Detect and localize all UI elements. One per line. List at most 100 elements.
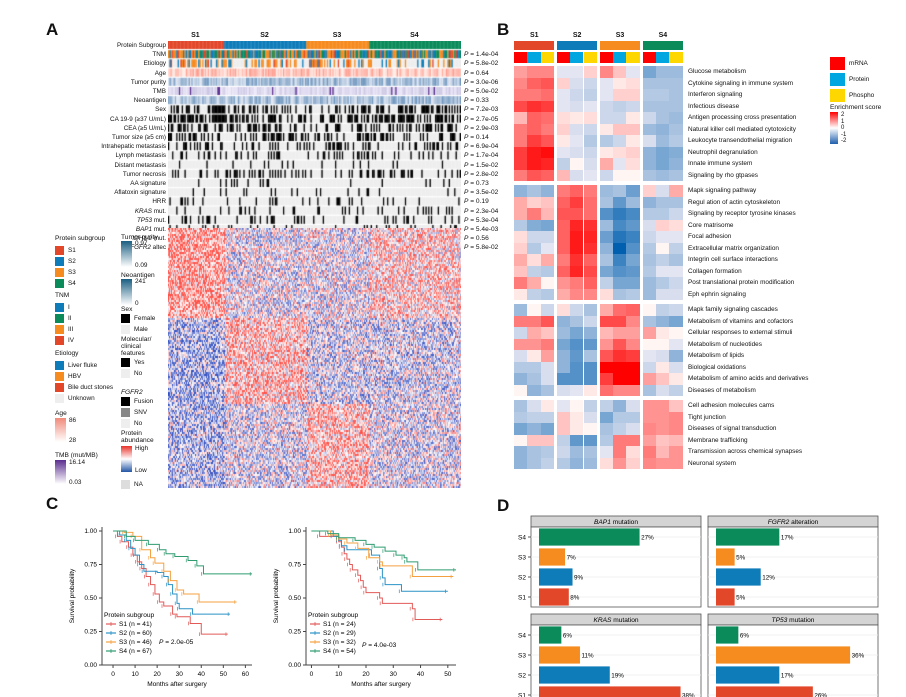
heatmap-cell (527, 208, 541, 220)
pathway-label: Mapk signaling pathway (688, 187, 757, 194)
heatmap-cell (540, 158, 554, 170)
group-bar-s4 (642, 41, 683, 50)
heatmap-cell (527, 100, 541, 112)
heatmap-cell (613, 112, 627, 124)
heatmap-cell (599, 112, 614, 124)
heatmap-cell (514, 327, 528, 339)
bar-s1 (716, 588, 735, 606)
color-swatch (55, 325, 64, 334)
y-tick-label: 0.00 (288, 662, 301, 669)
heatmap-cell (613, 277, 627, 289)
bar-value-label: 19% (611, 672, 624, 679)
heatmap-cell (656, 158, 670, 170)
heatmap-cell (642, 146, 656, 158)
heatmap-cell (613, 242, 627, 254)
color-swatch (55, 279, 64, 288)
heatmap-cell (556, 77, 571, 89)
omics-bar (599, 52, 614, 63)
heatmap-cell (669, 277, 683, 289)
km-legend-title: Protein subgroup (104, 612, 155, 619)
heatmap-cell (613, 265, 627, 277)
group-bar-s3 (599, 41, 640, 50)
heatmap-cell (642, 196, 656, 208)
heatmap-cell (626, 242, 640, 254)
heatmap-cell (669, 146, 683, 158)
track-pvalue: P = 5.3e-04 (464, 216, 499, 224)
heatmap-cell (540, 77, 554, 89)
heatmap-cell (599, 66, 614, 78)
heatmap-cell (540, 361, 554, 373)
heatmap-cell (656, 231, 670, 243)
heatmap-cell (570, 446, 584, 458)
heatmap-cell (514, 231, 528, 243)
x-tick-label: 10 (131, 671, 139, 678)
pathway-label: Innate immune system (688, 160, 753, 167)
heatmap-cell (540, 146, 554, 158)
heatmap-cell (642, 135, 656, 147)
heatmap-cell (669, 315, 683, 327)
heatmap-cell (656, 254, 670, 266)
abundance-high: High (135, 445, 149, 452)
heatmap-cell (514, 77, 528, 89)
heatmap-cell (656, 434, 670, 446)
heatmap-cell (514, 66, 528, 78)
heatmap-cell (613, 123, 627, 135)
y-tick-label: 0.50 (84, 595, 97, 602)
legend-title: Protein subgroup (55, 235, 106, 242)
heatmap-cell (642, 457, 656, 469)
heatmap-cell (669, 350, 683, 362)
heatmap-cell (642, 100, 656, 112)
legend-molecular-clinical: Molecular/ clinical features Yes No (121, 336, 171, 379)
km-plot-cohort-1: 0.00 0.25 0.50 0.75 1.00 0 10 20 30 40 50 60 Months … (69, 527, 252, 688)
heatmap-cell (626, 423, 640, 435)
category-label: S4 (518, 534, 526, 541)
heatmap-cell (514, 219, 528, 231)
heatmap-cell (656, 169, 670, 181)
heatmap-cell (527, 361, 541, 373)
heatmap-cell (556, 304, 571, 316)
heatmap-cell (514, 373, 528, 385)
heatmap-cell (527, 411, 541, 423)
heatmap-cell (583, 158, 597, 170)
molecular-legend-item: No (121, 368, 171, 379)
heatmap-cell (527, 254, 541, 266)
color-swatch (55, 394, 64, 403)
heatmap-cell (626, 373, 640, 385)
heatmap-cell (669, 77, 683, 89)
pathway-label: Metabolism of lipids (688, 352, 745, 359)
heatmap-cell (669, 361, 683, 373)
panel-a-annotation-tracks (168, 41, 461, 261)
heatmap-cell (527, 185, 541, 197)
legend-label: II (68, 315, 72, 322)
track-label: Distant metastasis (114, 161, 166, 169)
legend-label: mRNA (849, 59, 868, 67)
heatmap-cell (540, 446, 554, 458)
km-pvalue: P = 2.0e-05 (159, 639, 194, 646)
track-label: KRAS mut. (134, 207, 166, 215)
heatmap-cell (656, 384, 670, 396)
x-tick-label: 0 (111, 671, 115, 678)
heatmap-cell (527, 89, 541, 101)
heatmap-cell (599, 288, 614, 300)
bar-s4 (539, 528, 640, 546)
heatmap-cell (540, 123, 554, 135)
heatmap-cell (613, 146, 627, 158)
heatmap-cell (540, 338, 554, 350)
track-label: TP53 mut. (136, 216, 166, 224)
heatmap-cell (527, 146, 541, 158)
heatmap-cell (583, 373, 597, 385)
heatmap-cell (599, 123, 614, 135)
heatmap-cell (626, 231, 640, 243)
color-swatch (55, 257, 64, 266)
pathway-label: Post translational protein modification (688, 279, 795, 286)
tmb-min: 0.03 (69, 478, 82, 486)
heatmap-cell (514, 169, 528, 181)
legend-title: TMB (mut/MB) (55, 452, 98, 459)
heatmap-cell (626, 411, 640, 423)
heatmap-cell (669, 434, 683, 446)
tmb-max: 16.14 (69, 459, 85, 466)
heatmap-cell (527, 231, 541, 243)
heatmap-cell (599, 208, 614, 220)
abundance-low: Low (135, 466, 147, 474)
heatmap-cell (527, 158, 541, 170)
